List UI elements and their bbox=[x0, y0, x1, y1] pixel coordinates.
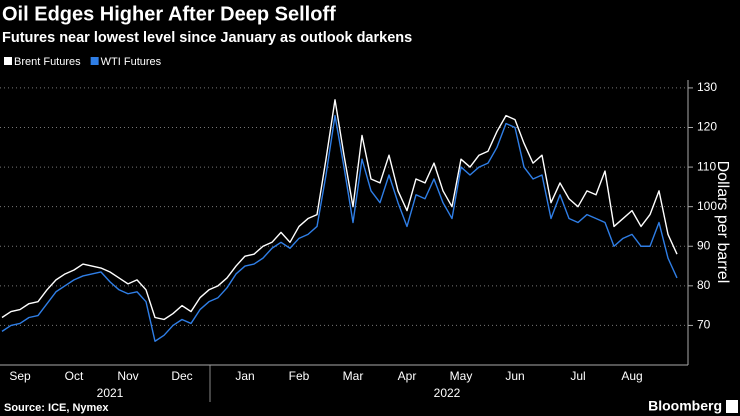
x-tick-label: Feb bbox=[289, 369, 310, 383]
legend-label: WTI Futures bbox=[101, 56, 162, 68]
chart-title: Oil Edges Higher After Deep Selloff bbox=[2, 3, 336, 25]
brand: Bloomberg bbox=[648, 398, 722, 414]
y-tick-label: 100 bbox=[697, 199, 717, 213]
y-tick-label: 70 bbox=[697, 318, 711, 332]
x-tick-label: Nov bbox=[117, 369, 138, 383]
x-tick-label: Oct bbox=[65, 369, 84, 383]
x-tick-label: Dec bbox=[171, 369, 192, 383]
x-tick-label: Jan bbox=[235, 369, 254, 383]
x-tick-label: Aug bbox=[621, 369, 642, 383]
legend-label: Brent Futures bbox=[14, 56, 81, 68]
y-tick-label: 110 bbox=[697, 159, 716, 173]
chart-subtitle: Futures near lowest level since January … bbox=[2, 30, 412, 46]
year-label: 2022 bbox=[434, 386, 461, 400]
source: Source: ICE, Nymex bbox=[4, 402, 109, 414]
x-tick-label: Jun bbox=[505, 369, 524, 383]
legend-swatch bbox=[4, 57, 12, 65]
y-tick-label: 130 bbox=[697, 80, 717, 94]
legend-swatch bbox=[90, 57, 99, 65]
y-tick-label: 90 bbox=[697, 238, 711, 252]
y-tick-label: 80 bbox=[697, 278, 711, 292]
x-tick-label: Mar bbox=[343, 369, 364, 383]
x-tick-label: Apr bbox=[398, 369, 417, 383]
x-tick-label: May bbox=[450, 369, 473, 383]
x-tick-label: Jul bbox=[570, 369, 585, 383]
x-tick-label: Sep bbox=[9, 369, 31, 383]
series-line bbox=[1, 114, 678, 342]
year-label: 2021 bbox=[97, 386, 124, 400]
y-axis-label: Dollars per barrel bbox=[714, 161, 731, 284]
series-line bbox=[1, 99, 678, 321]
brand-icon bbox=[726, 400, 738, 413]
y-tick-label: 120 bbox=[697, 120, 717, 134]
